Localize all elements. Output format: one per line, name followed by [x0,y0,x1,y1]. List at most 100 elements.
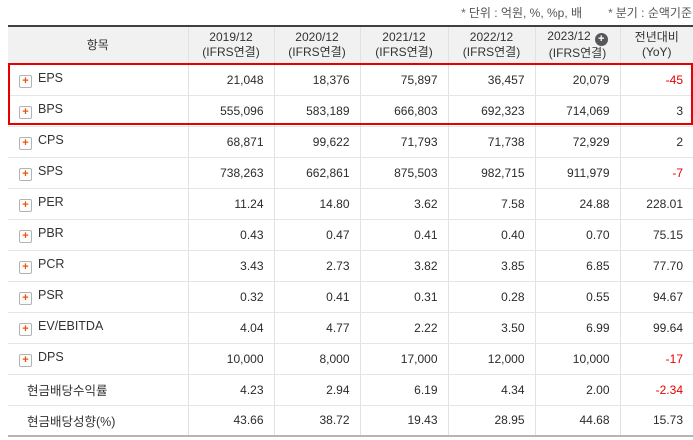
value-cell: 0.70 [534,218,620,250]
column-header-item: 항목 [8,26,188,65]
standard-label: (IFRS연결) [548,46,607,61]
value-cell: 666,803 [359,94,448,126]
expand-plus-icon[interactable]: + [19,168,32,181]
value-cell: 71,738 [447,125,535,157]
yoy-sublabel: (YoY) [641,45,672,60]
value-cell: 0.32 [187,280,274,312]
row-label-cell: + DPS [8,342,188,374]
expand-plus-icon[interactable]: + [19,199,32,212]
value-cell: 2.94 [273,373,360,405]
value-cell: 911,979 [534,156,620,188]
row-label: 현금배당성향(%) [27,414,116,429]
value-cell: 7.58 [447,187,535,219]
expand-plus-icon[interactable]: + [19,106,32,119]
value-cell: 714,069 [534,94,620,126]
value-cell: 0.43 [187,218,274,250]
value-cell: 68,871 [187,125,274,157]
row-label: EV/EBITDA [38,319,104,333]
period-label: 2022/12 [469,30,514,45]
table-row: + DPS 10,000 8,000 17,000 12,000 10,000 -… [8,342,693,374]
standard-label: (IFRS연결) [462,45,521,60]
value-cell: 3.85 [447,249,535,281]
value-cell: 3.43 [187,249,274,281]
row-label-cell: 현금배당수익률 [8,373,188,405]
add-column-plus-icon[interactable]: + [594,33,608,47]
row-label: PCR [38,257,65,271]
value-cell: 12,000 [447,342,535,374]
value-cell: 36,457 [447,64,535,95]
value-cell: 738,263 [187,156,274,188]
column-header-2022: 2022/12 (IFRS연결) [447,26,535,65]
value-cell: 10,000 [187,342,274,374]
period-text: 2023/12 [547,29,591,44]
value-cell: 3.62 [359,187,448,219]
value-cell: 2.00 [534,373,620,405]
period-label: 2023/12 + [536,29,620,47]
yoy-cell: -2.34 [619,373,693,405]
row-label-cell: + PCR [8,249,188,281]
value-cell: 19.43 [359,404,448,436]
expand-plus-icon[interactable]: + [19,354,32,367]
value-cell: 2.22 [359,311,448,343]
yoy-cell: 3 [619,94,693,126]
period-label: 2021/12 [382,30,426,45]
table-row: + PBR 0.43 0.47 0.41 0.40 0.70 75.15 [8,218,693,250]
table-body: + EPS 21,048 18,376 75,897 36,457 20,079 … [8,64,693,436]
expand-plus-icon[interactable]: + [19,75,32,88]
value-cell: 2.73 [273,249,360,281]
yoy-cell: 77.70 [619,249,693,281]
value-cell: 10,000 [534,342,620,374]
row-label-cell: + PER [8,187,188,219]
value-cell: 3.50 [447,311,535,343]
expand-plus-icon[interactable]: + [19,292,32,305]
table-row: + PSR 0.32 0.41 0.31 0.28 0.55 94.67 [8,280,693,312]
value-cell: 875,503 [359,156,448,188]
expand-plus-icon[interactable]: + [19,137,32,150]
column-header-2019: 2019/12 (IFRS연결) [187,26,274,65]
value-cell: 43.66 [187,404,274,436]
table-row: + PCR 3.43 2.73 3.82 3.85 6.85 77.70 [8,249,693,281]
table-row: + EV/EBITDA 4.04 4.77 2.22 3.50 6.99 99.6… [8,311,693,343]
row-label-cell: + PSR [8,280,188,312]
value-cell: 71,793 [359,125,448,157]
financial-metrics-table: 항목 2019/12 (IFRS연결) 2020/12 (IFRS연결) 202… [8,25,693,437]
value-cell: 17,000 [359,342,448,374]
value-cell: 18,376 [273,64,360,95]
value-cell: 21,048 [187,64,274,95]
expand-plus-icon[interactable]: + [19,230,32,243]
row-label-cell: + SPS [8,156,188,188]
row-label: BPS [38,102,64,116]
row-label: CPS [38,133,64,147]
row-label: PBR [38,226,64,240]
value-cell: 0.41 [359,218,448,250]
value-cell: 99,622 [273,125,360,157]
period-label: 2020/12 [295,30,339,45]
yoy-cell: 15.73 [619,404,693,436]
column-header-2021: 2021/12 (IFRS연결) [359,26,448,65]
row-label: PER [38,195,64,209]
row-label: PSR [38,288,64,302]
expand-plus-icon[interactable]: + [19,323,32,336]
yoy-cell: -7 [619,156,693,188]
table-row: + PER 11.24 14.80 3.62 7.58 24.88 228.01 [8,187,693,219]
unit-note: * 단위 : 억원, %, %p, 배 [461,4,582,21]
value-cell: 8,000 [273,342,360,374]
value-cell: 0.55 [534,280,620,312]
value-cell: 4.23 [187,373,274,405]
value-cell: 982,715 [447,156,535,188]
table-row: 현금배당수익률 4.23 2.94 6.19 4.34 2.00 -2.34 [8,373,693,405]
standard-label: (IFRS연결) [288,45,346,60]
value-cell: 4.77 [273,311,360,343]
unit-note-text: 단위 : 억원, %, %p, 배 [468,6,583,20]
yoy-label: 전년대비 [634,30,679,45]
table-notes: * 단위 : 억원, %, %p, 배 * 분기 : 순액기준 [461,4,692,21]
table-row: + EPS 21,048 18,376 75,897 36,457 20,079 … [8,64,693,95]
basis-note: * 분기 : 순액기준 [608,4,692,21]
table-row: + BPS 555,096 583,189 666,803 692,323 714… [8,94,693,126]
row-label: SPS [38,164,64,178]
value-cell: 583,189 [273,94,360,126]
standard-label: (IFRS연결) [375,45,433,60]
value-cell: 4.04 [187,311,274,343]
expand-plus-icon[interactable]: + [19,261,32,274]
value-cell: 14.80 [273,187,360,219]
